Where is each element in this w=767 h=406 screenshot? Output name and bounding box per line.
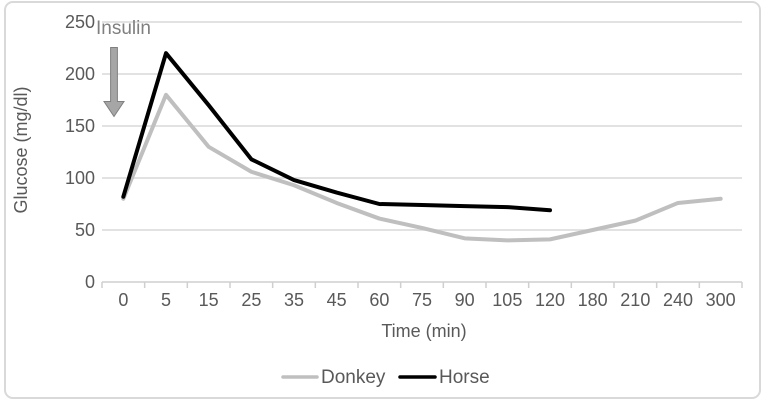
axis-labels-layer: 0 50 100 150 200 250 0 5 15 25 35 45 60 75 90 105 120 180… <box>65 12 736 310</box>
legend-label-donkey: Donkey <box>321 367 386 388</box>
series-layer <box>121 51 723 243</box>
y-tick-label: 0 <box>85 272 95 292</box>
x-tick-label: 90 <box>455 290 475 310</box>
y-tick-label: 150 <box>65 116 95 136</box>
legend: Donkey Horse <box>281 367 490 388</box>
y-tick-label: 250 <box>65 12 95 32</box>
x-tick-label: 45 <box>327 290 347 310</box>
grid-layer <box>101 21 743 288</box>
x-tick-label: 210 <box>620 290 650 310</box>
x-tick-label: 180 <box>578 290 608 310</box>
insulin-down-arrow <box>103 47 125 118</box>
x-tick-label: 240 <box>663 290 693 310</box>
y-axis-title: Glucose (mg/dl) <box>11 86 31 213</box>
x-tick-label: 75 <box>412 290 432 310</box>
y-tick-label: 50 <box>75 220 95 240</box>
x-tick-label: 0 <box>118 290 128 310</box>
x-tick-label: 25 <box>241 290 261 310</box>
x-tick-label: 105 <box>492 290 522 310</box>
x-axis-title: Time (min) <box>381 321 466 341</box>
x-tick-label: 120 <box>535 290 565 310</box>
x-tick-label: 300 <box>706 290 736 310</box>
series-line-donkey <box>121 92 723 243</box>
x-tick-label: 15 <box>199 290 219 310</box>
y-tick-label: 100 <box>65 168 95 188</box>
x-tick-label: 5 <box>161 290 171 310</box>
series-line-horse <box>121 51 552 213</box>
x-tick-label: 35 <box>284 290 304 310</box>
insulin-annotation-label: Insulin <box>96 18 151 39</box>
y-tick-label: 200 <box>65 64 95 84</box>
x-tick-label: 60 <box>369 290 389 310</box>
legend-label-horse: Horse <box>439 367 490 388</box>
